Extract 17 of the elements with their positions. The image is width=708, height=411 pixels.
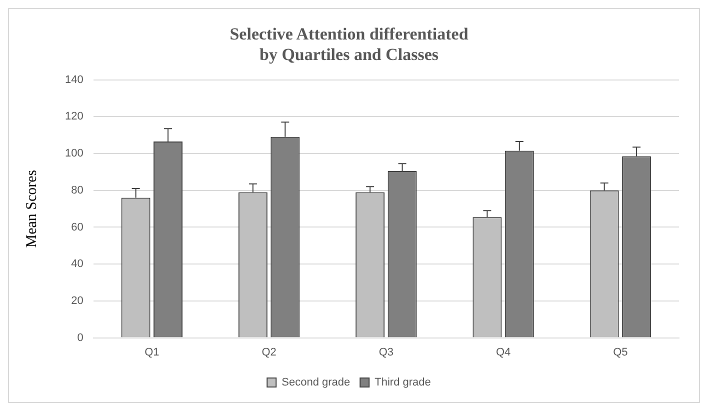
chart-title: Selective Attention differentiated by Quartiles and Classes	[230, 24, 469, 64]
x-tick-label: Q3	[378, 346, 394, 358]
y-tick-label: 20	[71, 294, 84, 307]
legend-label: Third grade	[374, 376, 431, 389]
y-tick-label: 60	[71, 221, 84, 234]
y-tick-label: 100	[64, 148, 84, 160]
legend-label: Second grade	[282, 376, 350, 389]
y-tick-label: 120	[64, 110, 84, 123]
x-tick-label: Q2	[262, 346, 276, 358]
x-tick-label: Q1	[144, 346, 160, 358]
y-axis-title: Mean Scores	[24, 170, 40, 248]
y-tick-label: 0	[77, 332, 84, 344]
x-tick-label: Q5	[613, 346, 628, 358]
x-tick-label: Q4	[496, 346, 511, 358]
y-tick-label: 140	[64, 74, 84, 86]
y-tick-label: 80	[71, 184, 84, 196]
y-tick-label: 40	[71, 258, 84, 270]
